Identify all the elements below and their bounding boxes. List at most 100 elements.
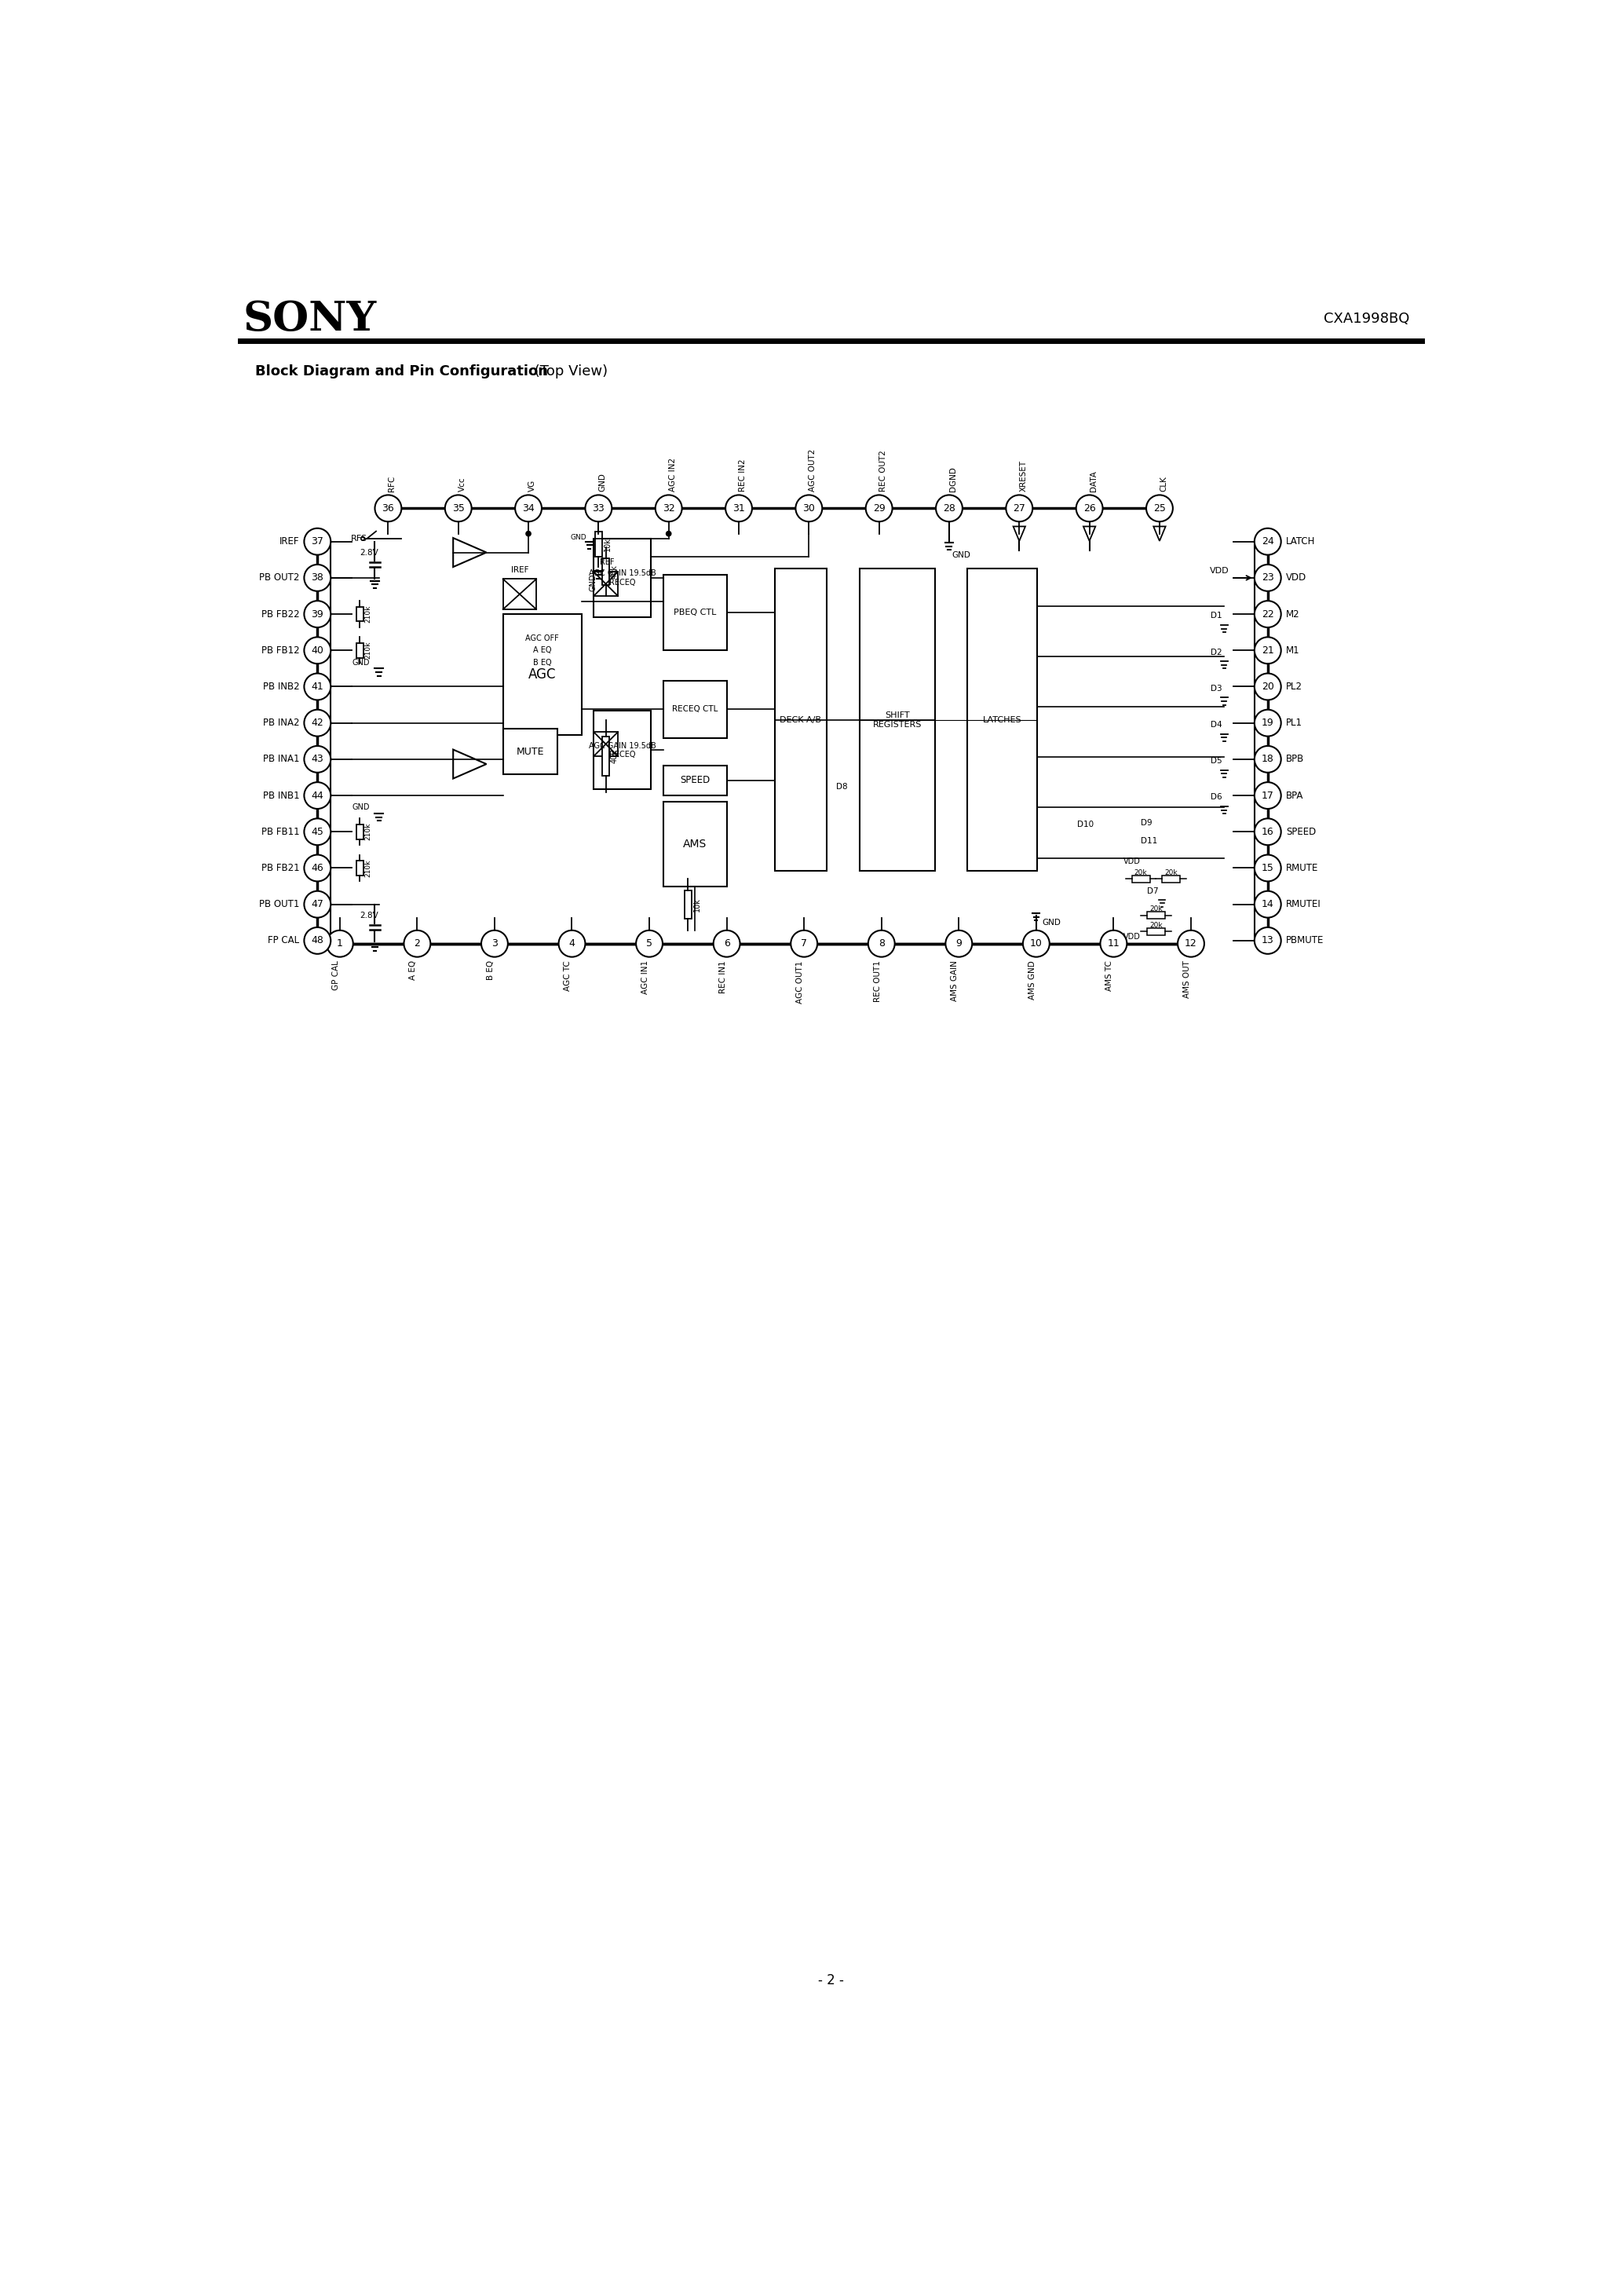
Text: CXA1998BQ: CXA1998BQ <box>1324 312 1410 326</box>
Circle shape <box>305 709 331 737</box>
Circle shape <box>792 930 817 957</box>
Text: PB INB2: PB INB2 <box>263 682 300 691</box>
Text: GND: GND <box>599 473 607 491</box>
Circle shape <box>326 930 354 957</box>
Bar <box>1132 875 1150 882</box>
Circle shape <box>1254 636 1281 664</box>
Text: 4: 4 <box>569 939 576 948</box>
Circle shape <box>305 783 331 808</box>
Text: PB INB1: PB INB1 <box>263 790 300 801</box>
Text: D2: D2 <box>1210 647 1221 657</box>
Text: MUTE: MUTE <box>516 746 543 758</box>
Text: 210k: 210k <box>365 822 371 840</box>
Text: CLK: CLK <box>1160 475 1168 491</box>
Text: PB FB12: PB FB12 <box>261 645 300 654</box>
Text: D5: D5 <box>1210 758 1221 765</box>
Text: PB OUT2: PB OUT2 <box>260 572 300 583</box>
Text: BPA: BPA <box>1286 790 1304 801</box>
Text: LATCHES: LATCHES <box>983 716 1022 723</box>
Text: 18: 18 <box>1262 753 1273 765</box>
Text: 22: 22 <box>1262 608 1273 620</box>
Text: B EQ: B EQ <box>487 960 495 980</box>
Circle shape <box>636 930 663 957</box>
Circle shape <box>1100 930 1127 957</box>
Circle shape <box>725 496 753 521</box>
Text: VG: VG <box>529 480 537 491</box>
Text: GND: GND <box>352 659 370 666</box>
Text: 31: 31 <box>733 503 744 514</box>
Circle shape <box>558 930 586 957</box>
Text: AMS TC: AMS TC <box>1106 960 1114 992</box>
Text: PB INA2: PB INA2 <box>263 719 300 728</box>
Bar <box>663 765 727 794</box>
Text: 21: 21 <box>1262 645 1273 654</box>
Circle shape <box>868 930 895 957</box>
Text: 3: 3 <box>491 939 498 948</box>
Bar <box>684 891 691 918</box>
Text: PB FB22: PB FB22 <box>261 608 300 620</box>
Text: 24: 24 <box>1262 537 1273 546</box>
Circle shape <box>1254 854 1281 882</box>
Text: D11: D11 <box>1140 838 1158 845</box>
Text: AMS GAIN: AMS GAIN <box>950 960 959 1001</box>
Text: FP CAL: FP CAL <box>268 934 300 946</box>
Circle shape <box>444 496 472 521</box>
Text: AGC GAIN 19.5dB
RECEQ: AGC GAIN 19.5dB RECEQ <box>589 569 655 585</box>
Text: GP CAL: GP CAL <box>333 960 339 990</box>
Circle shape <box>796 496 822 521</box>
Text: PB OUT1: PB OUT1 <box>260 900 300 909</box>
Circle shape <box>375 496 402 521</box>
Text: IREF: IREF <box>279 537 300 546</box>
Circle shape <box>305 673 331 700</box>
Circle shape <box>665 530 672 537</box>
Text: A EQ: A EQ <box>409 960 417 980</box>
Text: AGC OUT2: AGC OUT2 <box>809 448 817 491</box>
Text: 47: 47 <box>311 900 324 909</box>
Bar <box>594 572 618 597</box>
Text: AGC TC: AGC TC <box>564 960 573 992</box>
Text: 20k: 20k <box>1150 923 1163 930</box>
Bar <box>1161 875 1181 882</box>
Text: AGC IN2: AGC IN2 <box>668 457 676 491</box>
Text: AMS OUT: AMS OUT <box>1182 960 1191 999</box>
Text: RECEQ CTL: RECEQ CTL <box>672 705 719 714</box>
Circle shape <box>362 537 365 540</box>
Text: 210k: 210k <box>365 606 371 622</box>
Text: D7: D7 <box>1147 886 1158 895</box>
Circle shape <box>1254 602 1281 627</box>
Bar <box>503 730 558 774</box>
Circle shape <box>305 854 331 882</box>
Circle shape <box>1254 891 1281 918</box>
Text: 28: 28 <box>942 503 955 514</box>
Text: AMS: AMS <box>683 838 707 850</box>
Text: Block Diagram and Pin Configuration: Block Diagram and Pin Configuration <box>255 365 548 379</box>
Text: VDD: VDD <box>1210 567 1229 574</box>
Text: B EQ: B EQ <box>534 659 551 666</box>
Text: 20k: 20k <box>1165 870 1178 877</box>
Text: 44: 44 <box>311 790 324 801</box>
Text: SPEED: SPEED <box>680 776 710 785</box>
Text: 33: 33 <box>592 503 605 514</box>
Text: 40: 40 <box>311 645 324 654</box>
Text: D6: D6 <box>1210 794 1221 801</box>
Text: RMUTEI: RMUTEI <box>1286 900 1320 909</box>
Text: - 2 -: - 2 - <box>819 1975 843 1988</box>
Circle shape <box>1075 496 1103 521</box>
Text: 17: 17 <box>1262 790 1273 801</box>
Circle shape <box>1254 673 1281 700</box>
Circle shape <box>936 496 962 521</box>
Text: 13: 13 <box>1262 934 1273 946</box>
Circle shape <box>1254 528 1281 556</box>
Text: 1: 1 <box>337 939 342 948</box>
Text: IREF: IREF <box>511 567 529 574</box>
Bar <box>1147 912 1165 918</box>
Bar <box>595 533 602 556</box>
Text: GND: GND <box>589 574 597 590</box>
Text: 48: 48 <box>311 934 324 946</box>
Text: SPEED: SPEED <box>1286 827 1315 836</box>
Text: REC OUT1: REC OUT1 <box>874 960 881 1001</box>
Bar <box>357 861 363 875</box>
Text: 43: 43 <box>311 753 324 765</box>
Text: RFS: RFS <box>350 535 367 542</box>
Text: 10: 10 <box>1030 939 1043 948</box>
